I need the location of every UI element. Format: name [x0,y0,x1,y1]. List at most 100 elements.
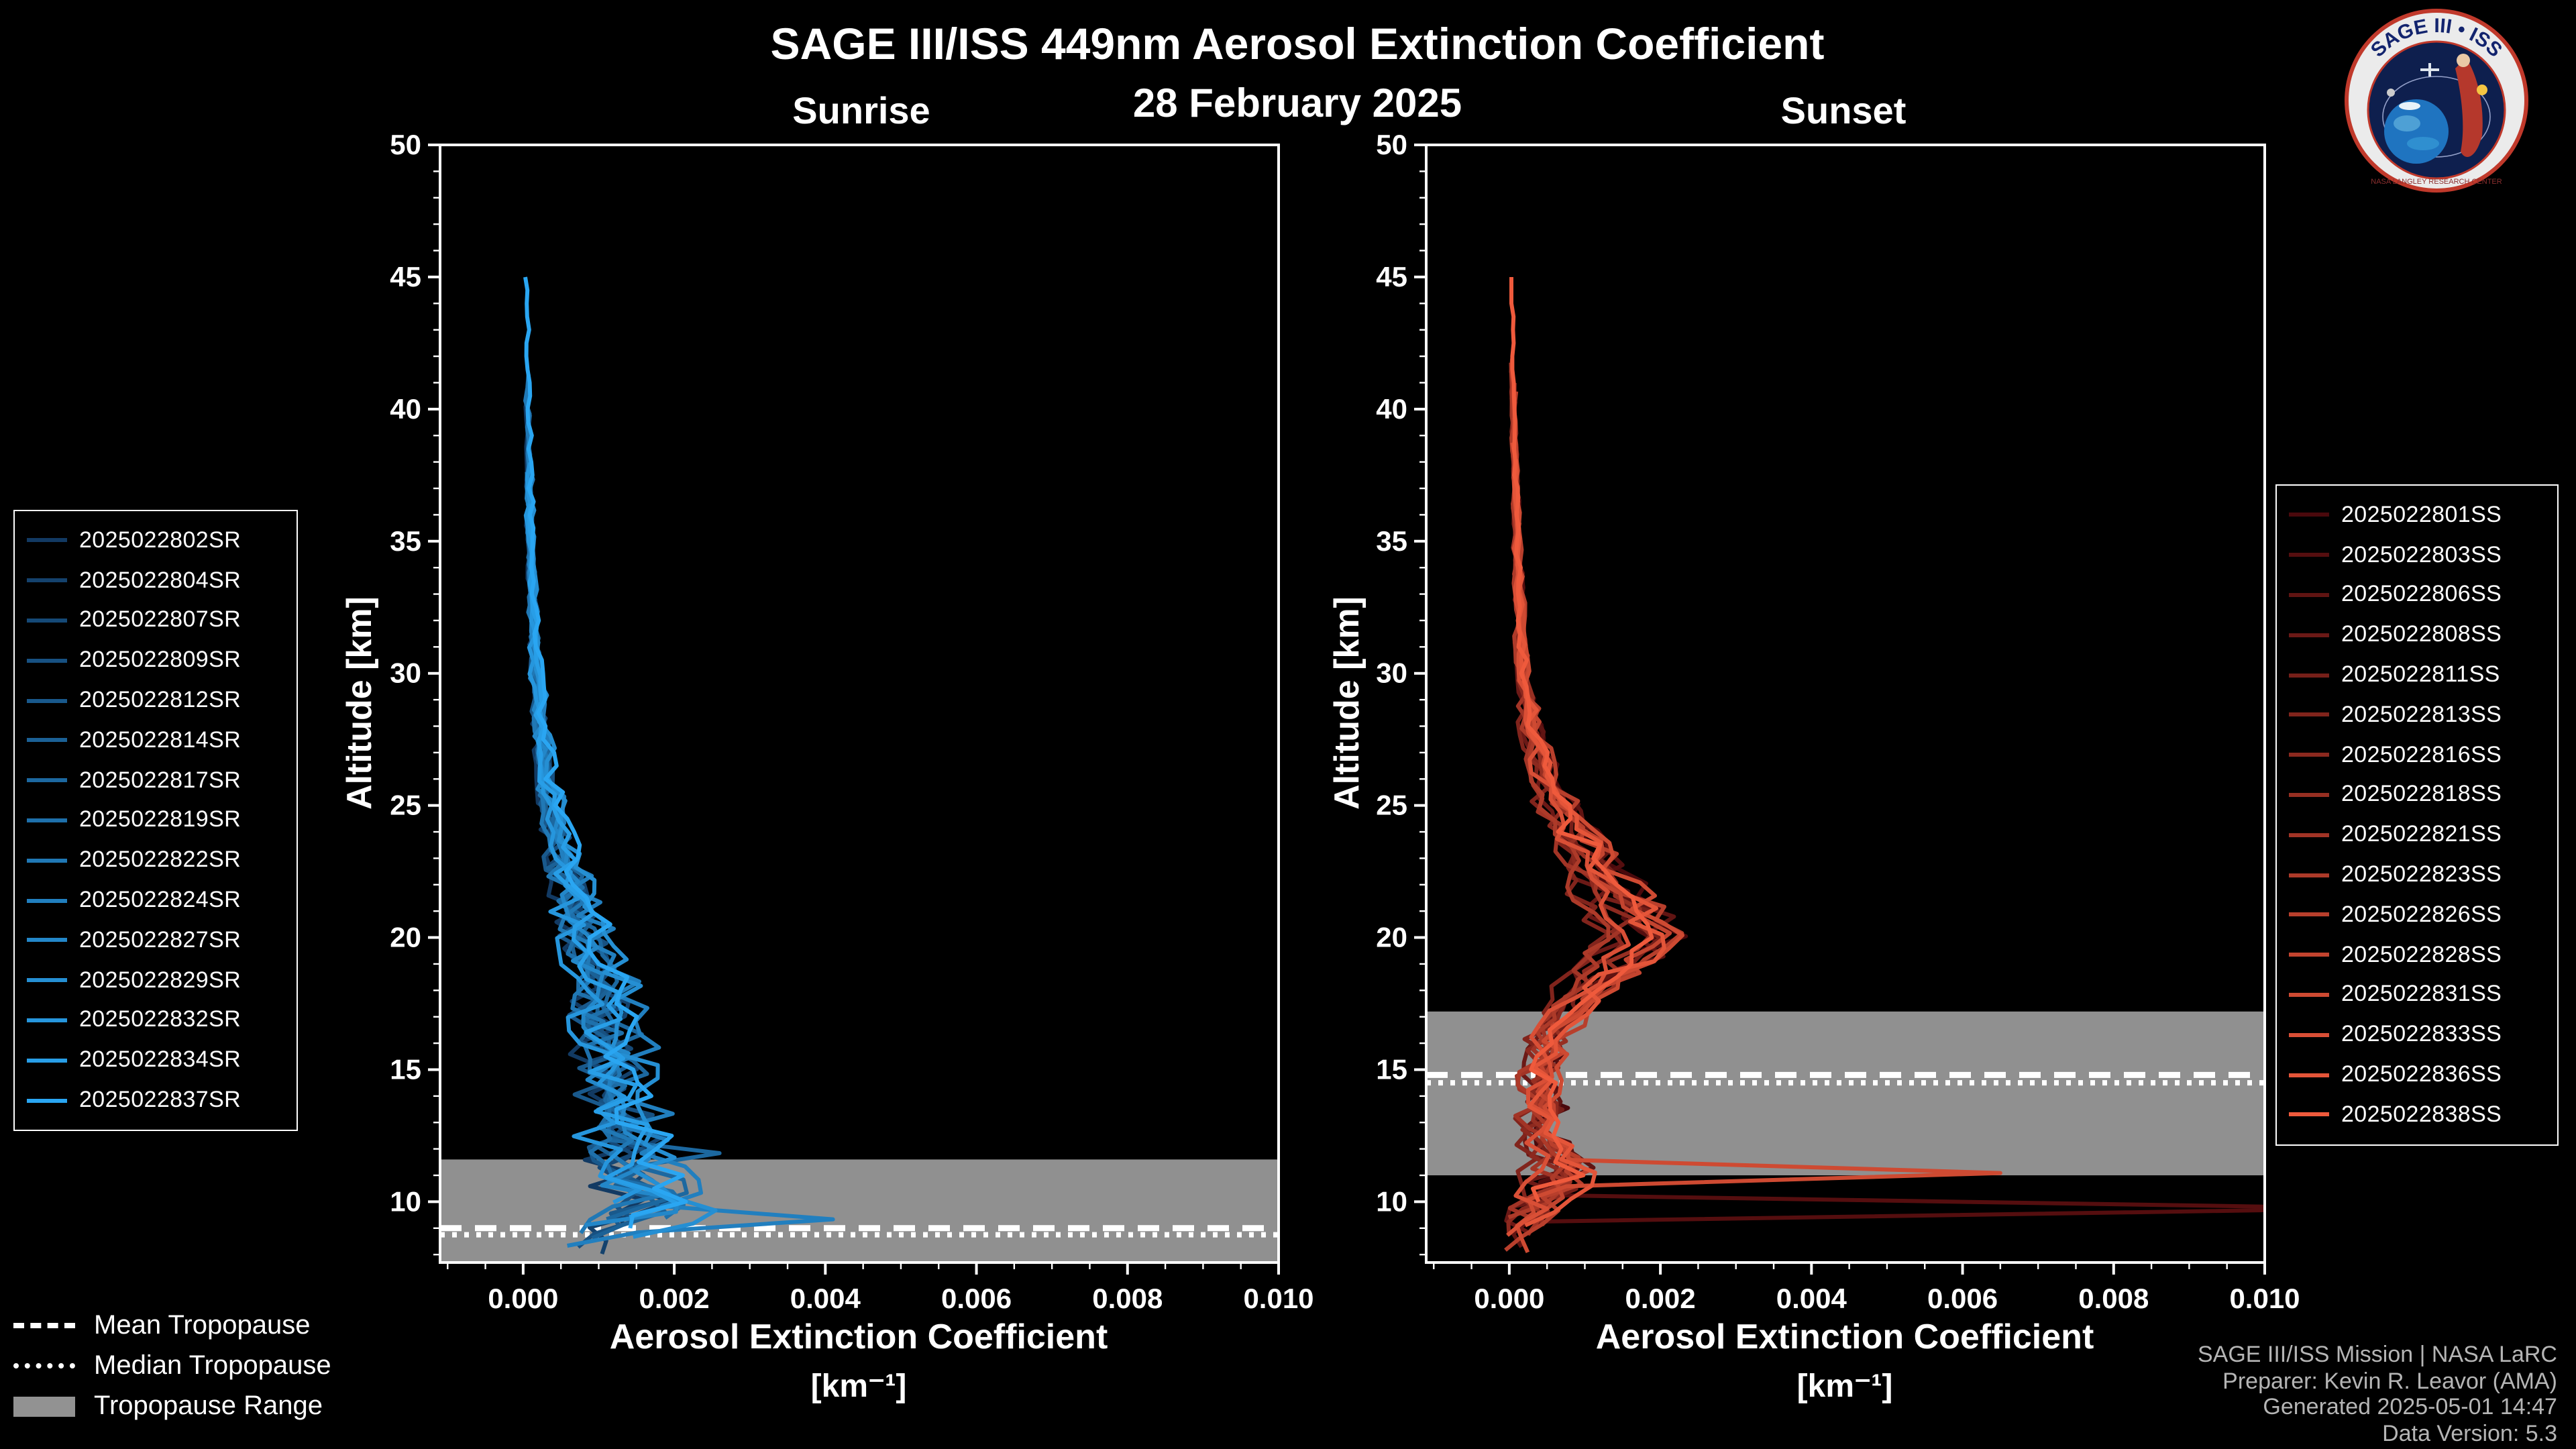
median-tropopause-legend-item: Median Tropopause [13,1350,331,1382]
chart-title: SAGE III/ISS 449nm Aerosol Extinction Co… [770,19,1825,68]
legend-item: 2025022812SR [15,680,297,720]
tropopause-range-swatch [13,1396,75,1416]
legend-label: 2025022834SR [79,1046,241,1073]
legend-label: 2025022808SS [2341,621,2502,647]
svg-text:25: 25 [390,790,421,821]
legend-label: 2025022833SS [2341,1021,2502,1047]
legend-sunset: 2025022801SS 2025022803SS 2025022806SS 2025… [2275,484,2559,1146]
legend-line-swatch [2289,753,2329,757]
legend-label: 2025022831SS [2341,981,2502,1007]
svg-text:25: 25 [1376,790,1407,821]
legend-item: 2025022837SR [15,1080,297,1120]
legend-item: 2025022834SR [15,1040,297,1081]
legend-item: 2025022828SS [2277,935,2557,975]
logo-orbit [2382,76,2491,158]
legend-item: 2025022809SR [15,641,297,681]
legend-item: 2025022813SS [2277,695,2557,735]
svg-text:0.000: 0.000 [488,1283,558,1314]
panel-title-sunrise: Sunrise [792,90,930,131]
legend-item: 2025022808SS [2277,615,2557,655]
legend-line-swatch [2289,873,2329,877]
legend-label: 2025022803SS [2341,541,2502,568]
median-tropopause-line-swatch [13,1363,75,1368]
svg-text:0.010: 0.010 [2229,1283,2300,1314]
svg-text:15: 15 [1376,1053,1407,1085]
credit-data-version: Data Version: 5.3 [2382,1420,2557,1446]
x-axis-units: [km⁻¹] [1796,1368,1893,1405]
legend-line-swatch [27,738,67,743]
svg-text:50: 50 [1376,129,1407,160]
legend-line-swatch [2289,1073,2329,1077]
legend-line-swatch [27,938,67,943]
legend-label: 2025022802SR [79,527,241,553]
legend-line-swatch [27,658,67,663]
median-tropopause-label: Median Tropopause [94,1350,331,1380]
legend-label: 2025022807SR [79,606,241,633]
y-axis-label-sunset: Altitude [km] [1326,596,1366,810]
tropopause-legend: Mean Tropopause Median Tropopause Tropop… [13,1309,331,1430]
logo-figure-head [2457,54,2470,67]
legend-item: 2025022821SS [2277,815,2557,855]
x-axis-units: [km⁻¹] [810,1368,907,1405]
svg-text:15: 15 [390,1053,421,1085]
svg-text:30: 30 [1376,657,1407,689]
legend-label: 2025022829SR [79,967,241,993]
legend-line-swatch [27,538,67,543]
legend-line-swatch [2289,712,2329,717]
legend-label: 2025022832SR [79,1006,241,1032]
legend-label: 2025022821SS [2341,821,2502,847]
svg-text:0.010: 0.010 [1243,1283,1313,1314]
legend-item: 2025022801SS [2277,495,2557,535]
legend-line-swatch [27,978,67,983]
legend-line-swatch [2289,592,2329,597]
legend-label: 2025022817SR [79,767,241,793]
logo-ring-text: NASA LANGLEY RESEARCH CENTER [2371,178,2502,186]
credit-mission: SAGE III/ISS Mission | NASA LaRC [2197,1342,2557,1367]
legend-label: 2025022838SS [2341,1101,2502,1127]
tropopause-range-label: Tropopause Range [94,1391,323,1420]
svg-text:0.002: 0.002 [1625,1283,1696,1314]
legend-line-swatch [27,1058,67,1063]
legend-item: 2025022826SS [2277,895,2557,935]
x-axis-label-text: Aerosol Extinction Coefficient [1595,1316,2094,1356]
logo-earth-cloud [2407,137,2439,150]
legend-label: 2025022822SR [79,847,241,873]
legend-label: 2025022816SS [2341,741,2502,767]
legend-item: 2025022827SR [15,920,297,961]
legend-label: 2025022804SR [79,567,241,593]
legend-line-swatch [2289,833,2329,837]
mean-tropopause-label: Mean Tropopause [94,1310,311,1340]
legend-line-swatch [2289,633,2329,637]
svg-text:40: 40 [1376,393,1407,425]
credit-generated: Generated 2025-05-01 14:47 [2263,1394,2557,1419]
logo-moon [2387,89,2395,97]
svg-text:35: 35 [1376,525,1407,557]
legend-label: 2025022801SS [2341,501,2502,527]
svg-text:0.006: 0.006 [1927,1283,1998,1314]
logo-sun [2477,85,2487,95]
legend-label: 2025022811SS [2341,661,2500,688]
legend-label: 2025022823SS [2341,861,2502,888]
legend-label: 2025022824SR [79,887,241,913]
legend-item: 2025022804SR [15,561,297,601]
credits: SAGE III/ISS Mission | NASA LaRC Prepare… [2198,1342,2557,1446]
legend-line-swatch [2289,1032,2329,1037]
svg-text:20: 20 [1376,922,1407,953]
svg-text:45: 45 [390,261,421,292]
tropopause-range-legend-item: Tropopause Range [13,1390,331,1422]
mission-logo-svg: SAGE III • ISS NASA LANGLEY RESEARCH CEN… [2345,9,2528,193]
svg-text:0.008: 0.008 [1092,1283,1163,1314]
chart-date: 28 February 2025 [1132,82,1462,126]
legend-item: 2025022823SS [2277,855,2557,895]
legend-item: 2025022811SS [2277,655,2557,695]
legend-line-swatch [27,1018,67,1022]
legend-line-swatch [2289,1112,2329,1117]
svg-text:35: 35 [390,525,421,557]
legend-line-swatch [2289,553,2329,557]
legend-line-swatch [2289,792,2329,797]
x-axis-label-sunset: Aerosol Extinction Coefficient [km⁻¹] [1596,1312,2094,1411]
legend-item: 2025022838SS [2277,1095,2557,1135]
legend-label: 2025022837SR [79,1087,241,1113]
legend-item: 2025022814SR [15,720,297,761]
